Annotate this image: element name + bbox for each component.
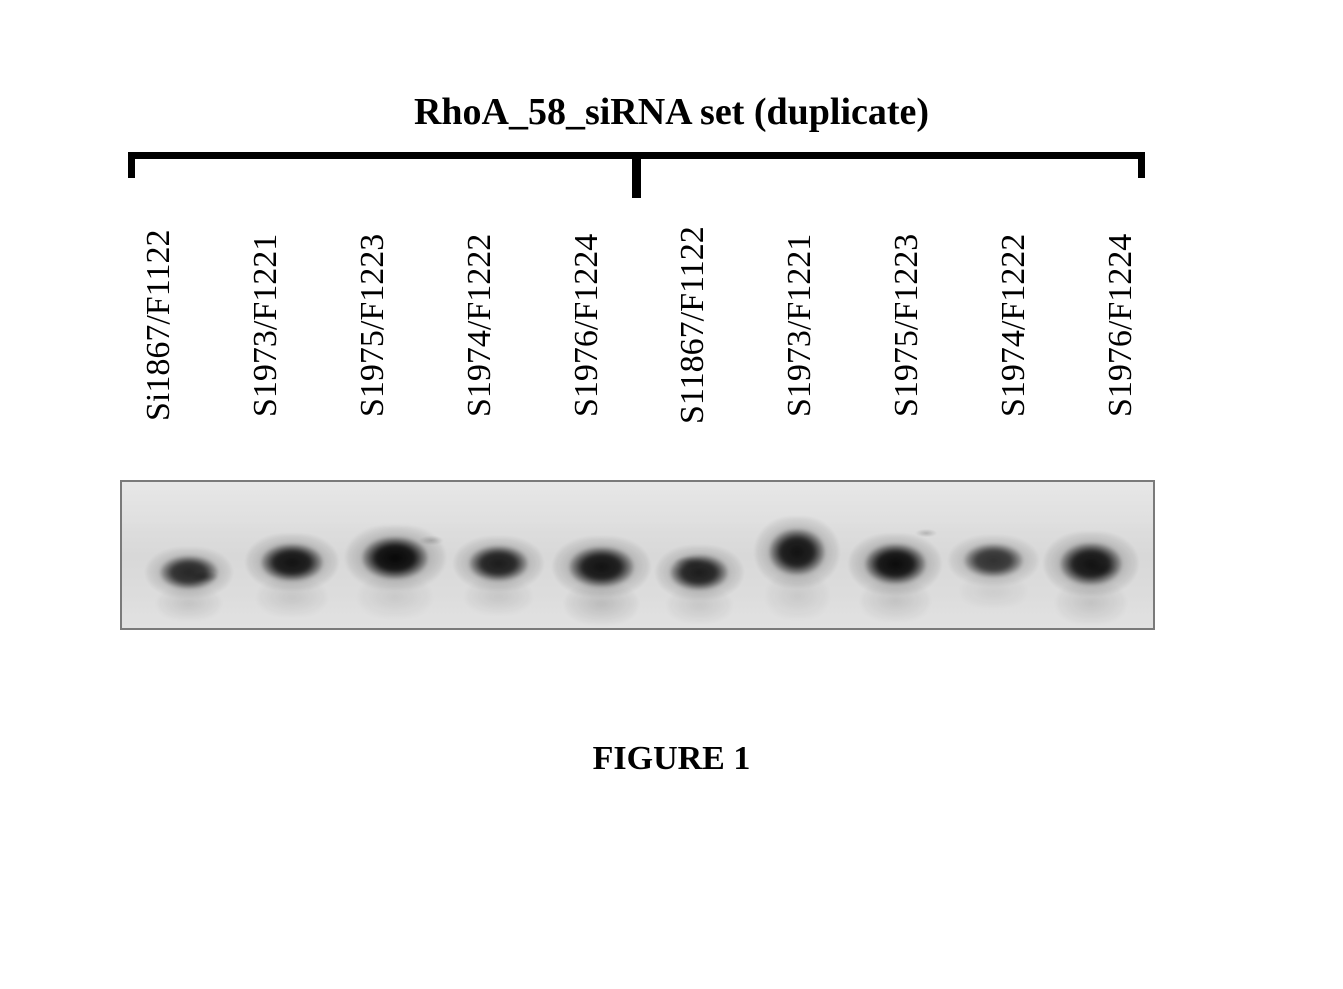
gel-smear xyxy=(667,588,732,623)
gel-smear xyxy=(766,573,829,620)
gel-smear xyxy=(157,587,222,620)
gel-smear xyxy=(257,579,327,616)
lane-label: S1976/F1224 xyxy=(1102,190,1140,460)
figure-caption: FIGURE 1 xyxy=(593,740,751,778)
lane-label: S1975/F1223 xyxy=(354,190,392,460)
lane-label: S1974/F1222 xyxy=(995,190,1033,460)
figure-canvas: { "figure": { "title": "RhoA_58_siRNA se… xyxy=(0,0,1343,989)
lane-label: S1973/F1221 xyxy=(247,190,285,460)
gel-smear xyxy=(565,584,637,624)
lane-labels-row: Si1867/F1122 S1973/F1221 S1975/F1223 S1974/… xyxy=(140,190,1140,460)
lane-label: S1974/F1222 xyxy=(461,190,499,460)
bracket-segment xyxy=(128,152,135,178)
lane-label: S1975/F1223 xyxy=(888,190,926,460)
gel-smear xyxy=(358,576,432,618)
lane-label: S1976/F1224 xyxy=(568,190,606,460)
figure-title: RhoA_58_siRNA set (duplicate) xyxy=(414,90,929,134)
lane-label: S11867/F1122 xyxy=(674,190,712,460)
gel-smear xyxy=(465,579,532,614)
gel-smear xyxy=(861,581,930,621)
bracket-segment xyxy=(1138,152,1145,178)
lane-label: S1973/F1221 xyxy=(781,190,819,460)
gel-smear xyxy=(1056,582,1127,624)
gel-smear xyxy=(960,575,1027,608)
lane-label: Si1867/F1122 xyxy=(140,190,178,460)
gel-image xyxy=(120,480,1155,630)
